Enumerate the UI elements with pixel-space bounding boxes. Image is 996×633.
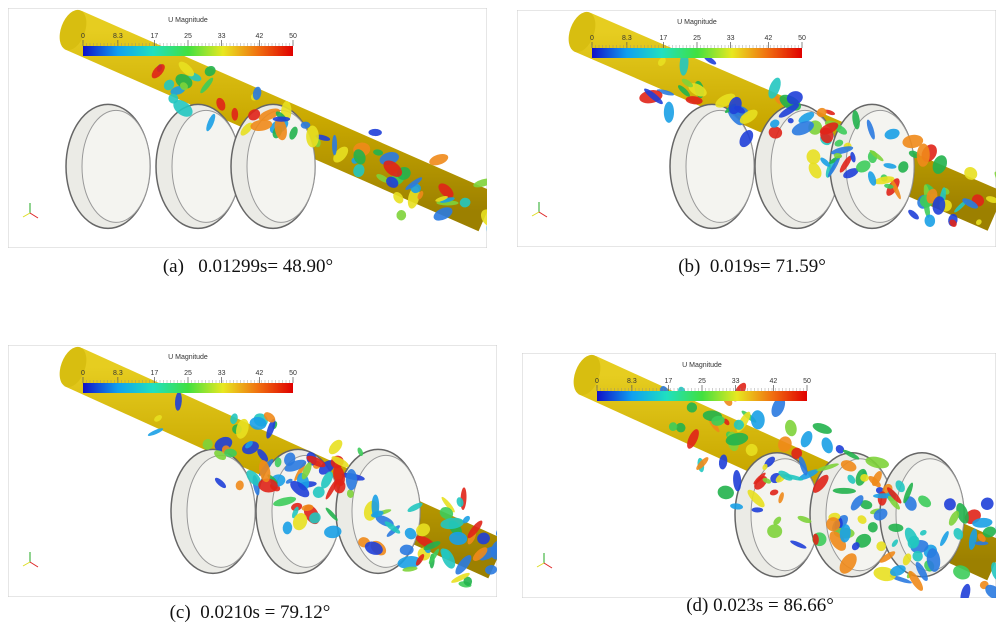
colorbar-tick-label: 17 xyxy=(665,378,673,385)
colorbar-tick-label: 25 xyxy=(184,33,192,40)
colorbar-tick-label: 33 xyxy=(727,35,735,42)
colorbar xyxy=(83,383,293,393)
colorbar-tick-label: 33 xyxy=(218,370,226,377)
vortex-blob xyxy=(975,541,989,545)
colorbar-tick-label: 25 xyxy=(698,378,706,385)
vortex-blob xyxy=(664,102,674,123)
colorbar-tick-label: 50 xyxy=(798,35,806,42)
vortex-blob xyxy=(306,126,319,148)
blade-rim xyxy=(82,110,150,222)
colorbar-tick-label: 25 xyxy=(693,35,701,42)
colorbar-tick-label: 42 xyxy=(770,378,778,385)
simulation-image: U Magnitude 0 8.3 17 25 33 42 50 xyxy=(8,345,497,597)
figure: U Magnitude 0 8.3 17 25 33 42 50 (a) 0.01299s= 4… xyxy=(0,0,996,633)
colorbar-tick-label: 0 xyxy=(81,370,85,377)
colorbar-tick-label: 42 xyxy=(765,35,773,42)
colorbar-tick-label: 50 xyxy=(289,370,297,377)
blade-rim xyxy=(172,110,240,222)
colorbar-tick-label: 8.3 xyxy=(113,370,123,377)
colorbar xyxy=(592,48,802,58)
colorbar-tick-label: 0 xyxy=(81,33,85,40)
colorbar-title: U Magnitude xyxy=(168,354,208,361)
caption: (d) 0.023s = 86.66° xyxy=(686,595,834,617)
colorbar-title: U Magnitude xyxy=(168,17,208,24)
colorbar-title: U Magnitude xyxy=(682,362,722,369)
colorbar-tick-label: 17 xyxy=(660,35,668,42)
colorbar-tick-label: 17 xyxy=(151,370,159,377)
blade-rim xyxy=(686,110,754,222)
colorbar xyxy=(597,391,807,401)
blade-rim xyxy=(187,455,255,567)
colorbar-tick-label: 42 xyxy=(256,33,264,40)
colorbar-tick-label: 0 xyxy=(590,35,594,42)
colorbar-tick-label: 50 xyxy=(289,33,297,40)
caption: (b) 0.019s= 71.59° xyxy=(678,256,826,278)
colorbar-tick-label: 8.3 xyxy=(627,378,637,385)
colorbar-tick-label: 33 xyxy=(732,378,740,385)
colorbar-tick-label: 42 xyxy=(256,370,264,377)
colorbar xyxy=(83,46,293,56)
colorbar-tick-label: 8.3 xyxy=(113,33,123,40)
colorbar-tick-label: 8.3 xyxy=(622,35,632,42)
colorbar-tick-label: 50 xyxy=(803,378,811,385)
simulation-image: U Magnitude 0 8.3 17 25 33 42 50 xyxy=(522,353,996,598)
colorbar-tick-label: 17 xyxy=(151,33,159,40)
colorbar-tick-label: 33 xyxy=(218,33,226,40)
simulation-image: U Magnitude 0 8.3 17 25 33 42 50 xyxy=(517,10,996,247)
caption: (a) 0.01299s= 48.90° xyxy=(163,256,333,278)
caption: (c) 0.0210s = 79.12° xyxy=(170,602,331,624)
simulation-image: U Magnitude 0 8.3 17 25 33 42 50 xyxy=(8,8,487,248)
colorbar-title: U Magnitude xyxy=(677,19,717,26)
colorbar-tick-label: 0 xyxy=(595,378,599,385)
colorbar-tick-label: 25 xyxy=(184,370,192,377)
